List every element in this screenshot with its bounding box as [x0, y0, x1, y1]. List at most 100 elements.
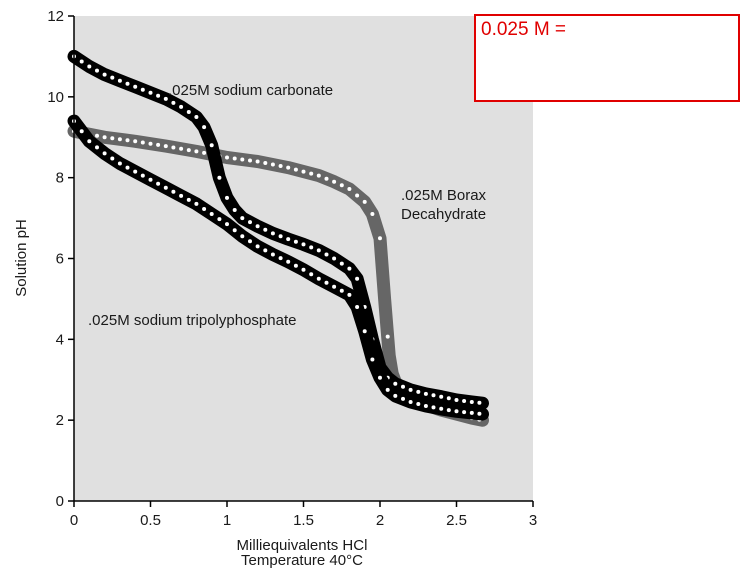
data-point [278, 256, 283, 261]
axes-layer: 0 2 4 6 8 10 12 0 0.5 1 1.5 2 2.5 3 [47, 8, 537, 529]
data-point [87, 139, 92, 144]
data-point [301, 267, 306, 272]
data-point [117, 137, 122, 142]
data-point [339, 288, 344, 293]
data-point [117, 161, 122, 166]
data-point [79, 59, 84, 64]
data-point [324, 176, 329, 181]
series-layer [67, 49, 489, 427]
data-point [248, 239, 252, 244]
data-point [423, 404, 428, 408]
data-point [148, 141, 153, 146]
data-point [217, 175, 222, 180]
data-point [286, 237, 291, 242]
data-point [439, 394, 444, 399]
data-point [446, 396, 451, 401]
data-point [286, 165, 291, 170]
data-point [347, 266, 352, 271]
data-point [171, 145, 176, 150]
data-point [439, 406, 444, 411]
data-point [117, 78, 122, 83]
data-point [309, 171, 314, 176]
data-point [186, 148, 191, 153]
data-point [125, 81, 130, 86]
data-point [401, 396, 405, 401]
data-point [324, 252, 329, 257]
data-point [179, 146, 184, 151]
data-point [370, 212, 375, 216]
data-point [125, 165, 130, 170]
data-point [240, 234, 245, 239]
data-point [171, 100, 176, 105]
data-point [309, 245, 314, 250]
data-point [225, 222, 229, 227]
y-tick-label: 2 [56, 412, 64, 429]
data-point [332, 284, 337, 289]
data-point [316, 248, 321, 253]
data-point [263, 248, 268, 253]
data-point [278, 234, 283, 239]
data-point [263, 227, 268, 232]
data-point [140, 140, 145, 145]
data-point [102, 151, 107, 156]
series-label-borax-line1: .025M Borax [401, 187, 487, 204]
data-point [248, 158, 252, 163]
data-point [316, 173, 321, 178]
data-point [95, 145, 99, 150]
x-tick-label: 2 [376, 512, 384, 529]
data-point [293, 167, 298, 172]
data-point [355, 276, 360, 281]
data-point [156, 181, 161, 186]
data-point [179, 193, 184, 198]
data-point [347, 187, 352, 191]
data-point [232, 208, 237, 212]
data-point [270, 162, 275, 167]
data-point [347, 292, 352, 297]
data-point [217, 217, 222, 222]
data-point [95, 133, 99, 138]
data-point [202, 125, 207, 130]
series-label-sodium-carbonate: .025M sodium carbonate [168, 82, 333, 99]
data-point [186, 110, 191, 114]
data-point [278, 164, 283, 168]
data-point [209, 143, 214, 148]
data-point [385, 334, 390, 339]
data-point [248, 220, 252, 225]
data-point [240, 216, 245, 221]
data-point [179, 104, 184, 109]
data-point [232, 156, 237, 161]
data-point [293, 263, 298, 268]
y-tick-label: 10 [47, 89, 64, 106]
data-point [156, 142, 161, 147]
data-point [378, 236, 382, 241]
data-point [202, 150, 207, 155]
data-point [102, 72, 107, 77]
y-axis-title: Solution pH [13, 219, 30, 297]
data-point [462, 410, 467, 415]
x-axis-title: Milliequivalents HCl [237, 537, 368, 554]
series-label-borax-line2: Decahydrate [401, 206, 486, 223]
data-point [416, 389, 421, 394]
data-point [393, 393, 398, 398]
data-point [202, 207, 207, 211]
annotation-box: 0.025 M = [474, 14, 740, 102]
data-point [454, 409, 459, 414]
data-point [385, 387, 390, 392]
y-tick-label: 0 [56, 493, 64, 510]
x-tick-label: 2.5 [446, 512, 467, 529]
data-point [163, 96, 168, 101]
data-point [110, 136, 115, 141]
data-point [133, 84, 138, 89]
data-point [477, 400, 482, 405]
data-point [263, 161, 268, 165]
data-point [393, 381, 398, 386]
data-point [309, 272, 314, 277]
data-point [301, 242, 306, 247]
data-point [431, 393, 436, 398]
data-point [186, 197, 191, 202]
data-point [102, 135, 107, 140]
y-tick-label: 8 [56, 170, 64, 187]
data-point [148, 177, 153, 182]
data-point [194, 149, 199, 154]
data-point [225, 195, 229, 200]
